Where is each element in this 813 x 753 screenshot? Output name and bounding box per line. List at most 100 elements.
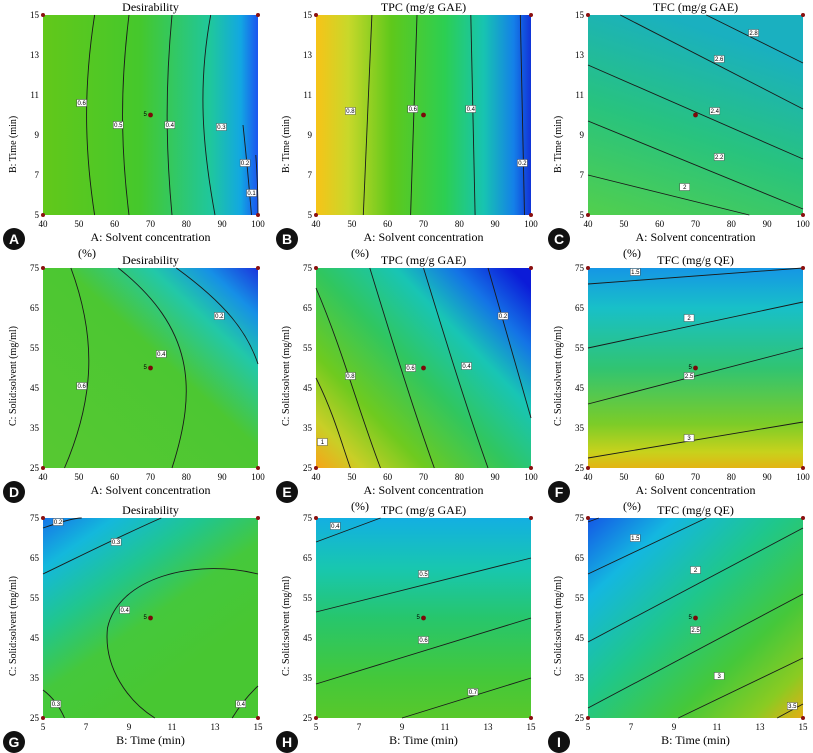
contour-line — [587, 347, 804, 405]
y-tick-label: 55 — [30, 593, 40, 603]
x-tick-label: 70 — [419, 472, 429, 482]
svg-text:0.8: 0.8 — [346, 109, 355, 115]
x-tick-label: 15 — [799, 722, 809, 732]
y-tick-label: 55 — [303, 343, 313, 353]
x-tick-label: 50 — [347, 219, 357, 229]
svg-text:0.4: 0.4 — [166, 123, 175, 129]
center-point-label: 5 — [417, 615, 421, 621]
contour-label: 2.8 — [748, 29, 759, 37]
svg-text:2.5: 2.5 — [685, 374, 694, 380]
contour-line — [242, 124, 252, 216]
x-tick-label: 60 — [655, 219, 665, 229]
x-tick-label: 50 — [74, 472, 84, 482]
x-tick-label: 40 — [39, 219, 49, 229]
x-tick-label: 40 — [312, 472, 322, 482]
x-tick-label: 9 — [672, 722, 677, 732]
y-tick-label: 13 — [30, 50, 40, 60]
panel-badge-C: C — [548, 228, 570, 250]
center-point — [148, 112, 153, 118]
contour-line — [369, 267, 435, 469]
svg-text:0.3: 0.3 — [52, 702, 61, 708]
contour-label: 0.8 — [345, 107, 356, 115]
contour-label: 0.4 — [235, 700, 247, 708]
y-tick-label: 5 — [35, 210, 40, 220]
contour-line — [401, 677, 532, 719]
contour-label: 0.4 — [164, 121, 176, 129]
x-tick-label: 5 — [314, 722, 319, 732]
design-point — [529, 266, 533, 270]
design-point — [256, 516, 260, 520]
design-point — [586, 266, 590, 270]
svg-text:0.4: 0.4 — [157, 352, 166, 358]
y-tick-label: 35 — [575, 673, 585, 683]
contour-line — [315, 557, 532, 613]
center-point-label: 5 — [144, 615, 148, 621]
y-axis-label: B: Time (min) — [281, 115, 292, 173]
contour-line — [231, 685, 259, 719]
chart-title: TPC (mg/g GAE) — [380, 253, 467, 267]
design-point — [41, 13, 45, 17]
panel-F: 1.5 2 2.5 3 5 40 50 60 70 80 90 100 25 35 45 55 65 75 — [575, 263, 810, 482]
contour-line — [587, 64, 804, 160]
y-tick-label: 65 — [30, 303, 40, 313]
y-tick-label: 11 — [575, 90, 584, 100]
svg-text:0.6: 0.6 — [78, 384, 87, 390]
contour-line — [315, 617, 532, 685]
x-tick-label: 100 — [251, 472, 265, 482]
x-tick-label: 13 — [484, 722, 494, 732]
y-axis-label: C: Solid:solvent (mg/ml) — [553, 325, 564, 426]
svg-text:1: 1 — [321, 440, 325, 446]
svg-text:0.2: 0.2 — [241, 161, 250, 167]
contour-line — [587, 120, 804, 210]
contour-line — [86, 14, 96, 216]
x-tick-label: 5 — [586, 722, 591, 732]
chart-title: Desirability — [122, 253, 179, 267]
y-tick-label: 75 — [303, 263, 313, 273]
panel-badge-I: I — [548, 731, 570, 753]
x-tick-label: 90 — [763, 472, 773, 482]
design-point — [586, 13, 590, 17]
y-tick-label: 5 — [580, 210, 585, 220]
panel-badge-A: A — [3, 228, 25, 250]
panel-badge-E: E — [276, 481, 298, 503]
x-tick-label: 80 — [455, 472, 465, 482]
x-axis-label: A: Solvent concentration — [635, 483, 756, 497]
contour-label: 2 — [683, 314, 695, 322]
y-tick-label: 13 — [575, 50, 585, 60]
y-tick-label: 75 — [303, 513, 313, 523]
design-point — [41, 213, 45, 217]
y-tick-label: 9 — [35, 130, 40, 140]
svg-text:0.5: 0.5 — [114, 123, 123, 129]
chart-title: TPC (mg/g GAE) — [380, 0, 467, 14]
x-tick-label: 90 — [218, 472, 228, 482]
contour-line — [255, 154, 259, 216]
design-point — [529, 13, 533, 17]
contour-label: 0.8 — [345, 372, 356, 380]
contour-label: 0.2 — [52, 518, 64, 526]
contour-label: 0.3 — [110, 538, 122, 546]
y-tick-label: 25 — [30, 463, 40, 473]
y-tick-label: 55 — [303, 593, 313, 603]
y-tick-label: 35 — [30, 423, 40, 433]
plot-area: 0.8 0.6 0.4 0.2 40 50 60 70 80 90 100 5 7 9 11 13 15 — [303, 10, 538, 229]
x-axis-label: B: Time (min) — [116, 733, 185, 747]
y-tick-label: 75 — [30, 513, 40, 523]
center-point — [148, 615, 153, 621]
y-tick-label: 35 — [575, 423, 585, 433]
svg-text:1.5: 1.5 — [631, 270, 640, 276]
x-tick-label: 15 — [527, 722, 537, 732]
chart-title: Desirability — [122, 0, 179, 14]
contour-line — [315, 517, 381, 543]
panel-G: 0.2 0.3 0.4 0.3 0.4 5 5 7 9 11 13 15 25 35 45 55 65 75 — [30, 513, 263, 732]
center-point — [421, 365, 426, 371]
x-axis-unit: (%) — [351, 499, 369, 513]
contour-label: 0.7 — [467, 688, 479, 696]
x-tick-label: 60 — [110, 472, 120, 482]
x-tick-label: 80 — [182, 219, 192, 229]
design-point — [256, 266, 260, 270]
contour-label: 0.2 — [517, 159, 528, 167]
contour-label: 0.6 — [405, 364, 416, 372]
